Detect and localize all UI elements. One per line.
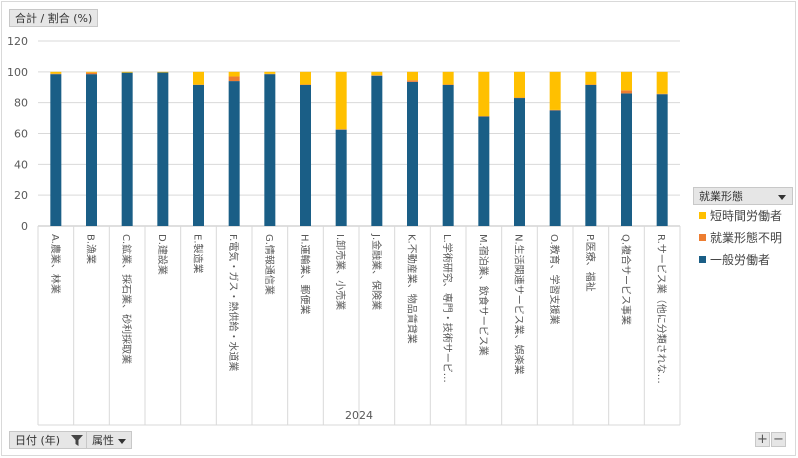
legend-item-part-time: 短時間労働者 [699, 209, 782, 223]
bar-segment [193, 71, 204, 85]
legend-label: 一般労働者 [710, 253, 771, 267]
bar-segment [549, 110, 561, 226]
bar-segment [407, 80, 418, 82]
bar-segment [193, 84, 204, 226]
x-category-label: C.鉱業、採石業、砂利採取業 [120, 234, 133, 364]
attribute-field-label: 属性 [92, 434, 114, 447]
x-category-label: A.農業、林業 [49, 234, 62, 294]
x-year-label: 2024 [345, 409, 373, 422]
y-tick-label: 20 [14, 189, 28, 202]
y-tick-label: 40 [14, 158, 28, 171]
bar-segment [228, 81, 240, 226]
bar-segment [371, 75, 383, 226]
legend-swatch [699, 234, 706, 241]
legend-item-unknown: 就業形態不明 [699, 231, 782, 245]
y-tick-label: 120 [7, 35, 28, 48]
x-category-label: D.建設業 [156, 234, 169, 275]
x-category-label: P.医療、福祉 [584, 234, 597, 292]
bar-segment [157, 72, 169, 226]
bar-segment [585, 71, 597, 85]
bar-segment [371, 71, 383, 76]
x-category-label: I.卸売業、小売業 [334, 234, 347, 310]
x-category-label: J.金融業、保険業 [370, 233, 383, 310]
x-category-label: N.生活関連サービス業、娯楽業 [513, 234, 526, 375]
x-category-label: O.教育、学習支援業 [548, 234, 561, 325]
y-tick-label: 100 [7, 66, 28, 79]
bar-segment [121, 72, 133, 227]
bar-segment [621, 90, 632, 94]
bar-segment [442, 84, 454, 226]
legend-title: 就業形態 [699, 190, 743, 203]
dropdown-arrow-icon [118, 439, 126, 444]
x-category-label: E.製造業 [192, 234, 205, 274]
bar-segment [300, 71, 311, 85]
plus-icon: + [757, 432, 768, 447]
dropdown-arrow-icon [778, 195, 786, 200]
bar-segment [264, 71, 276, 74]
date-field-button[interactable]: 日付 (年) [9, 431, 87, 449]
bar-segment [585, 84, 597, 226]
bar-segment [549, 71, 561, 110]
x-category-label: B.漁業 [85, 234, 98, 264]
bar-segment [228, 76, 240, 82]
bar-segment [228, 71, 240, 77]
bar-segment [407, 81, 418, 227]
filter-icon [71, 435, 83, 446]
bar-segment [300, 84, 311, 226]
y-tick-label: 0 [21, 220, 28, 233]
legend-item-general: 一般労働者 [699, 253, 770, 267]
expand-button[interactable]: + [755, 432, 770, 447]
legend-swatch [699, 256, 706, 263]
bar-segment [407, 71, 418, 81]
legend-label: 就業形態不明 [710, 231, 783, 245]
value-field-label: 合計 / 割合 (%) [15, 12, 93, 25]
bar-segment [86, 72, 97, 75]
bar-segment [264, 74, 276, 226]
x-category-label: R.サービス業（他に分類されな… [655, 234, 668, 384]
date-field-label: 日付 (年) [15, 434, 61, 447]
bar-segment [514, 98, 525, 226]
attribute-field-button[interactable]: 属性 [86, 431, 132, 449]
value-field-button[interactable]: 合計 / 割合 (%) [9, 9, 99, 27]
bar-segment [121, 71, 133, 73]
x-category-label: F.電気・ガス・熱供給・水道業 [227, 234, 240, 371]
bar-segment [442, 71, 454, 85]
bar-segment [157, 71, 169, 73]
minus-icon: − [773, 432, 784, 447]
bar-segment [86, 71, 97, 73]
bar-segment [478, 116, 490, 226]
x-category-label: K.不動産業、物品賃貸業 [406, 234, 419, 344]
collapse-button[interactable]: − [771, 432, 786, 447]
x-category-label: H.運輸業、郵便業 [299, 234, 312, 315]
bar-segment [86, 74, 97, 226]
bar-segment [335, 71, 347, 130]
bar-segment [514, 71, 525, 98]
legend-swatch [699, 212, 706, 219]
y-tick-label: 60 [14, 128, 28, 141]
bar-segment [335, 129, 347, 226]
legend-filter-button[interactable]: 就業形態 [693, 187, 793, 205]
x-category-label: G.情報通信業 [263, 234, 276, 295]
y-tick-label: 80 [14, 97, 28, 110]
bar-segment [621, 71, 632, 91]
x-category-label: Q.複合サービス事業 [620, 234, 633, 325]
bar-segment [50, 74, 62, 226]
bar-segment [621, 93, 632, 227]
bar-segment [656, 71, 668, 94]
bar-segment [50, 71, 62, 74]
bar-segment [656, 94, 668, 226]
x-category-label: M.宿泊業、飲食サービス業 [477, 234, 490, 356]
x-category-label: L.学術研究、専門・技術サービ… [441, 234, 454, 383]
legend-label: 短時間労働者 [710, 209, 783, 223]
bar-segment [478, 71, 490, 117]
